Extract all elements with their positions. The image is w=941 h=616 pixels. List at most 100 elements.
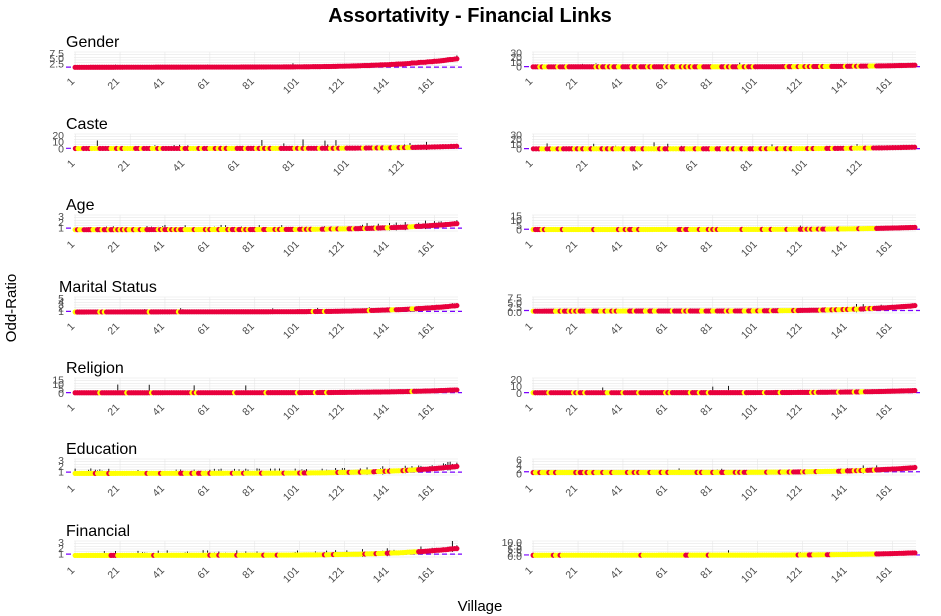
x-tick-label: 101 [739,483,760,504]
y-tick-label: 20 [510,374,522,386]
x-tick-label: 141 [829,402,850,423]
y-tick-label: 3 [58,211,64,223]
x-tick-label: 81 [240,402,257,419]
x-tick-label: 101 [739,239,760,260]
x-tick-label: 161 [874,321,895,342]
data-point [912,144,918,150]
x-tick-label: 61 [195,483,212,500]
y-tick-label: 3 [58,300,64,312]
x-tick-label: 81 [698,321,715,338]
x-tick-label: 161 [416,321,437,342]
x-tick-label: 1 [65,158,78,171]
y-tick-label: 5 [58,293,64,305]
x-tick-label: 81 [240,321,257,338]
x-tick-label: 121 [326,239,347,260]
y-tick-label: 2.5 [507,547,522,559]
x-tick-label: 41 [150,565,167,582]
x-tick-label: 81 [698,402,715,419]
data-point [454,463,460,470]
x-tick-label: 141 [371,402,392,423]
y-tick-label: 0 [58,143,64,155]
x-tick-label: 21 [105,402,122,419]
x-tick-label: 141 [829,565,850,586]
x-tick-label: 61 [195,239,212,256]
x-tick-label: 61 [653,483,670,500]
x-tick-label: 41 [608,402,625,419]
x-tick-label: 41 [608,483,625,500]
y-tick-label: 0 [58,388,64,400]
y-tick-label: 0.0 [507,551,522,563]
y-tick-label: 15 [510,210,522,222]
y-tick-label: 20 [510,134,522,146]
y-tick-label: 10 [52,379,64,391]
x-tick-label: 21 [105,565,122,582]
x-tick-label: 121 [784,239,805,260]
x-tick-label: 41 [150,76,167,93]
x-tick-label: 121 [844,158,865,179]
x-tick-label: 21 [563,483,580,500]
x-tick-label: 101 [739,76,760,97]
y-tick-label: 0 [516,469,522,481]
x-tick-label: 61 [195,76,212,93]
x-tick-label: 41 [608,76,625,93]
y-tick-label: 2.5 [49,59,64,71]
panel-title: Caste [66,116,108,133]
y-tick-label: 0 [516,62,522,74]
x-tick-label: 81 [240,76,257,93]
x-tick-label: 141 [371,76,392,97]
x-tick-label: 41 [608,239,625,256]
x-tick-label: 1 [65,76,78,89]
y-tick-label: 4 [58,296,64,308]
x-tick-label: 41 [150,402,167,419]
x-tick-label: 61 [195,321,212,338]
data-point [454,387,460,393]
y-tick-label: 2 [58,303,64,315]
x-tick-label: 41 [628,158,645,175]
x-tick-label: 21 [563,565,580,582]
y-tick-label: 5 [58,383,64,395]
y-tick-label: 1 [58,223,64,235]
y-tick-label: 10.0 [502,537,523,549]
y-tick-label: 10 [510,381,522,393]
data-point [454,302,460,309]
x-tick-label: 41 [170,158,187,175]
y-tick-label: 7.5 [49,48,64,60]
x-tick-label: 1 [523,158,536,171]
x-tick-label: 21 [563,321,580,338]
x-tick-label: 1 [523,402,536,415]
data-point [912,464,918,471]
x-tick-label: 161 [874,76,895,97]
x-tick-label: 41 [608,565,625,582]
y-tick-label: 5 [516,220,522,232]
x-tick-label: 161 [416,239,437,260]
x-tick-label: 101 [281,76,302,97]
y-tick-label: 10 [510,139,522,151]
y-tick-label: 2 [516,464,522,476]
panel-title: Education [66,441,137,458]
x-tick-label: 41 [150,483,167,500]
x-tick-label: 141 [371,483,392,504]
x-axis-title: Village [458,598,503,615]
x-tick-label: 101 [331,158,352,179]
x-tick-label: 101 [281,565,302,586]
y-tick-label: 6 [516,455,522,467]
x-tick-label: 1 [65,565,78,578]
x-tick-label: 21 [105,483,122,500]
y-tick-label: 15 [52,374,64,386]
y-tick-label: 0 [516,225,522,237]
x-tick-label: 161 [874,402,895,423]
x-tick-label: 61 [653,321,670,338]
x-tick-label: 21 [563,402,580,419]
x-tick-label: 1 [523,565,536,578]
x-tick-label: 141 [371,565,392,586]
y-tick-label: 20 [52,130,64,142]
x-tick-label: 1 [65,483,78,496]
x-tick-label: 101 [739,402,760,423]
panel-title: Religion [66,360,124,377]
